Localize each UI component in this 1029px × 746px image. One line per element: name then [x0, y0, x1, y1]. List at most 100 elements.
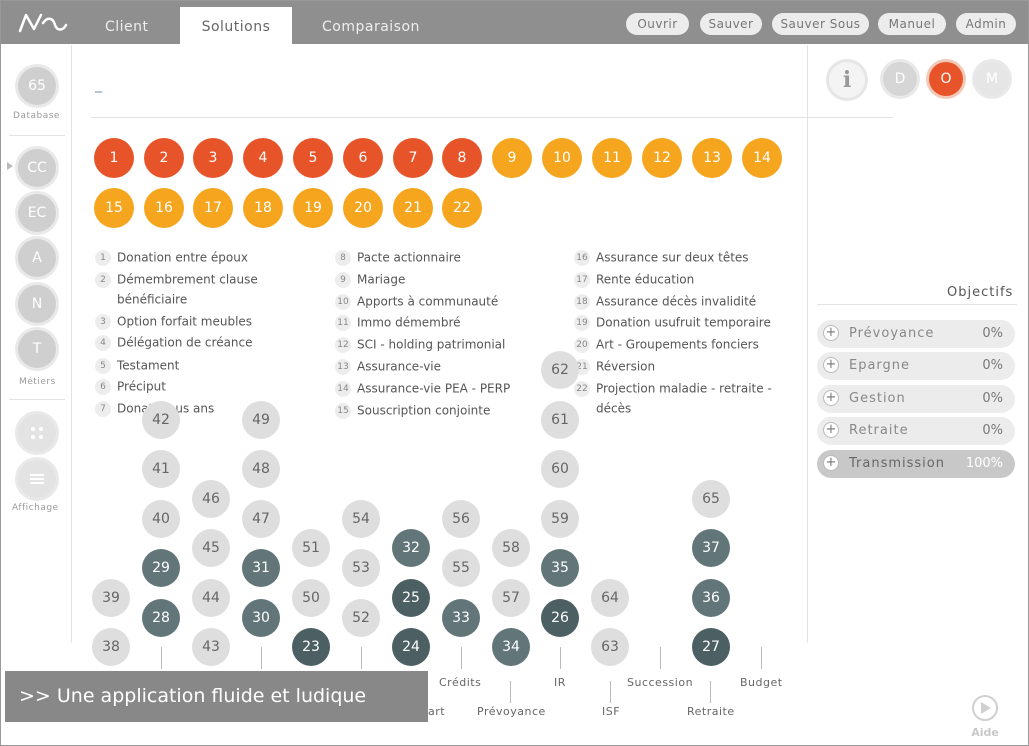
- bubble[interactable]: 25: [392, 579, 430, 617]
- category-label[interactable]: ISF: [602, 705, 621, 718]
- category-label[interactable]: Succession: [627, 676, 694, 689]
- objective-retraite[interactable]: + Retraite 0%: [817, 417, 1015, 445]
- metier-a[interactable]: A: [18, 239, 56, 277]
- plus-icon[interactable]: +: [823, 422, 839, 438]
- bubble[interactable]: 49: [242, 401, 280, 439]
- bubble[interactable]: 38: [92, 628, 130, 666]
- solution-13[interactable]: 13: [692, 138, 732, 178]
- bubble[interactable]: 60: [541, 450, 579, 488]
- category-label[interactable]: art: [428, 705, 446, 718]
- info-icon[interactable]: i: [829, 62, 865, 98]
- bubble[interactable]: 56: [442, 500, 480, 538]
- save-button[interactable]: Sauver: [700, 13, 762, 35]
- solution-12[interactable]: 12: [642, 138, 682, 178]
- bubble[interactable]: 52: [342, 599, 380, 637]
- objective-gestion[interactable]: + Gestion 0%: [817, 385, 1015, 413]
- tab-comparaison[interactable]: Comparaison: [322, 19, 420, 35]
- bubble[interactable]: 36: [692, 579, 730, 617]
- bubble[interactable]: 33: [442, 599, 480, 637]
- bubble[interactable]: 43: [192, 628, 230, 666]
- solution-8[interactable]: 8: [442, 138, 482, 178]
- bubble[interactable]: 48: [242, 450, 280, 488]
- plus-icon[interactable]: +: [823, 455, 839, 471]
- list-view-icon[interactable]: [18, 460, 56, 498]
- solution-14[interactable]: 14: [742, 138, 782, 178]
- bubble[interactable]: 64: [591, 579, 629, 617]
- objective-epargne[interactable]: + Epargne 0%: [817, 352, 1015, 380]
- bubble[interactable]: 24: [392, 628, 430, 666]
- solution-11[interactable]: 11: [592, 138, 632, 178]
- metier-t[interactable]: T: [18, 330, 56, 368]
- bubble[interactable]: 27: [692, 628, 730, 666]
- bubble[interactable]: 39: [92, 579, 130, 617]
- bubble[interactable]: 37: [692, 529, 730, 567]
- bubble[interactable]: 54: [342, 500, 380, 538]
- solution-4[interactable]: 4: [243, 138, 283, 178]
- solution-22[interactable]: 22: [442, 188, 482, 228]
- solution-9[interactable]: 9: [492, 138, 532, 178]
- database-count[interactable]: 65: [18, 67, 56, 105]
- mode-d-button[interactable]: D: [883, 62, 917, 96]
- solution-15[interactable]: 15: [94, 188, 134, 228]
- bubble[interactable]: 63: [591, 628, 629, 666]
- category-label[interactable]: IR: [554, 676, 566, 689]
- bubble[interactable]: 34: [492, 628, 530, 666]
- tab-solutions[interactable]: Solutions: [180, 7, 292, 44]
- bubble[interactable]: 29: [142, 549, 180, 587]
- solution-21[interactable]: 21: [393, 188, 433, 228]
- category-label[interactable]: Budget: [740, 676, 783, 689]
- bubble[interactable]: 47: [242, 500, 280, 538]
- solution-2[interactable]: 2: [144, 138, 184, 178]
- metier-cc[interactable]: CC: [18, 149, 56, 187]
- admin-button[interactable]: Admin: [956, 13, 1016, 35]
- bubble[interactable]: 59: [541, 500, 579, 538]
- solution-20[interactable]: 20: [343, 188, 383, 228]
- bubble[interactable]: 26: [541, 599, 579, 637]
- bubble[interactable]: 65: [692, 480, 730, 518]
- bubble[interactable]: 32: [392, 529, 430, 567]
- bubble[interactable]: 50: [292, 579, 330, 617]
- bubble[interactable]: 28: [142, 599, 180, 637]
- solution-7[interactable]: 7: [393, 138, 433, 178]
- category-label[interactable]: Crédits: [439, 676, 482, 689]
- bubble[interactable]: 23: [292, 628, 330, 666]
- bubble[interactable]: 31: [242, 549, 280, 587]
- metier-n[interactable]: N: [18, 285, 56, 323]
- tab-client[interactable]: Client: [105, 19, 149, 35]
- bubble[interactable]: 58: [492, 529, 530, 567]
- solution-1[interactable]: 1: [94, 138, 134, 178]
- manual-button[interactable]: Manuel: [878, 13, 946, 35]
- bubble[interactable]: 44: [192, 579, 230, 617]
- bubble[interactable]: 41: [142, 450, 180, 488]
- mode-m-button[interactable]: M: [975, 62, 1009, 96]
- bubble[interactable]: 35: [541, 549, 579, 587]
- category-label[interactable]: Prévoyance: [477, 705, 546, 718]
- save-as-button[interactable]: Sauver Sous: [772, 13, 869, 35]
- bubble[interactable]: 30: [242, 599, 280, 637]
- bubble[interactable]: 51: [292, 529, 330, 567]
- solution-17[interactable]: 17: [193, 188, 233, 228]
- solution-6[interactable]: 6: [343, 138, 383, 178]
- solution-19[interactable]: 19: [293, 188, 333, 228]
- solution-3[interactable]: 3: [193, 138, 233, 178]
- open-button[interactable]: Ouvrir: [626, 13, 689, 35]
- plus-icon[interactable]: +: [823, 390, 839, 406]
- metier-ec[interactable]: EC: [18, 194, 56, 232]
- help-button[interactable]: Aide: [967, 694, 1003, 739]
- bubble[interactable]: 62: [541, 351, 579, 389]
- bubble[interactable]: 61: [541, 401, 579, 439]
- objective-prevoyance[interactable]: + Prévoyance 0%: [817, 320, 1015, 348]
- bubble[interactable]: 40: [142, 500, 180, 538]
- solution-16[interactable]: 16: [144, 188, 184, 228]
- client-name-field[interactable]: _: [95, 77, 102, 93]
- bubble[interactable]: 46: [192, 480, 230, 518]
- plus-icon[interactable]: +: [823, 357, 839, 373]
- solution-18[interactable]: 18: [243, 188, 283, 228]
- bubble[interactable]: 53: [342, 549, 380, 587]
- bubble[interactable]: 45: [192, 529, 230, 567]
- mode-o-button[interactable]: O: [929, 62, 963, 96]
- objective-transmission[interactable]: + Transmission 100%: [817, 450, 1015, 478]
- grid-view-icon[interactable]: [18, 414, 56, 452]
- plus-icon[interactable]: +: [823, 325, 839, 341]
- solution-10[interactable]: 10: [542, 138, 582, 178]
